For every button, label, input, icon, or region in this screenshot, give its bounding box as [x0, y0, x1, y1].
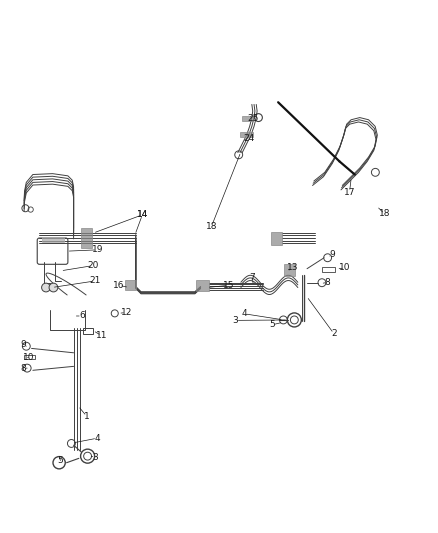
Text: 5: 5 [269, 320, 276, 329]
Bar [81, 229, 92, 248]
Text: 25: 25 [247, 115, 259, 124]
Text: 21: 21 [89, 277, 101, 286]
Bar [322, 266, 335, 272]
Bar [240, 132, 253, 138]
Text: 2: 2 [331, 329, 336, 338]
Bar [196, 280, 209, 292]
Text: 14: 14 [137, 211, 148, 219]
Text: 8: 8 [20, 364, 26, 373]
Text: 8: 8 [325, 278, 331, 287]
Text: 12: 12 [120, 308, 132, 317]
Text: 6: 6 [79, 311, 85, 320]
Bar [271, 232, 282, 246]
Text: 7: 7 [249, 273, 255, 282]
Circle shape [49, 283, 58, 292]
Bar [242, 116, 253, 120]
Bar [284, 264, 295, 276]
Bar [24, 355, 35, 359]
Text: 20: 20 [87, 261, 99, 270]
Bar [42, 237, 64, 243]
Text: 10: 10 [23, 353, 34, 362]
Text: 24: 24 [243, 134, 254, 143]
Text: 18: 18 [379, 209, 390, 219]
Text: 16: 16 [113, 281, 125, 290]
Text: 14: 14 [137, 211, 148, 219]
Text: 3: 3 [92, 453, 99, 462]
Bar [83, 328, 93, 334]
Text: 1: 1 [84, 412, 90, 421]
Text: 19: 19 [92, 245, 103, 254]
Text: 10: 10 [339, 263, 351, 272]
Text: 9: 9 [20, 340, 26, 349]
Text: 3: 3 [233, 316, 239, 325]
Text: 15: 15 [223, 281, 234, 290]
Text: 5: 5 [57, 456, 64, 465]
Text: 4: 4 [242, 309, 247, 318]
Bar [125, 280, 136, 290]
Text: 17: 17 [344, 188, 355, 197]
Text: 18: 18 [206, 222, 217, 231]
Text: 9: 9 [329, 250, 335, 259]
Text: 11: 11 [96, 331, 107, 340]
Text: 4: 4 [95, 434, 100, 443]
Circle shape [42, 283, 50, 292]
Text: 13: 13 [287, 263, 298, 272]
